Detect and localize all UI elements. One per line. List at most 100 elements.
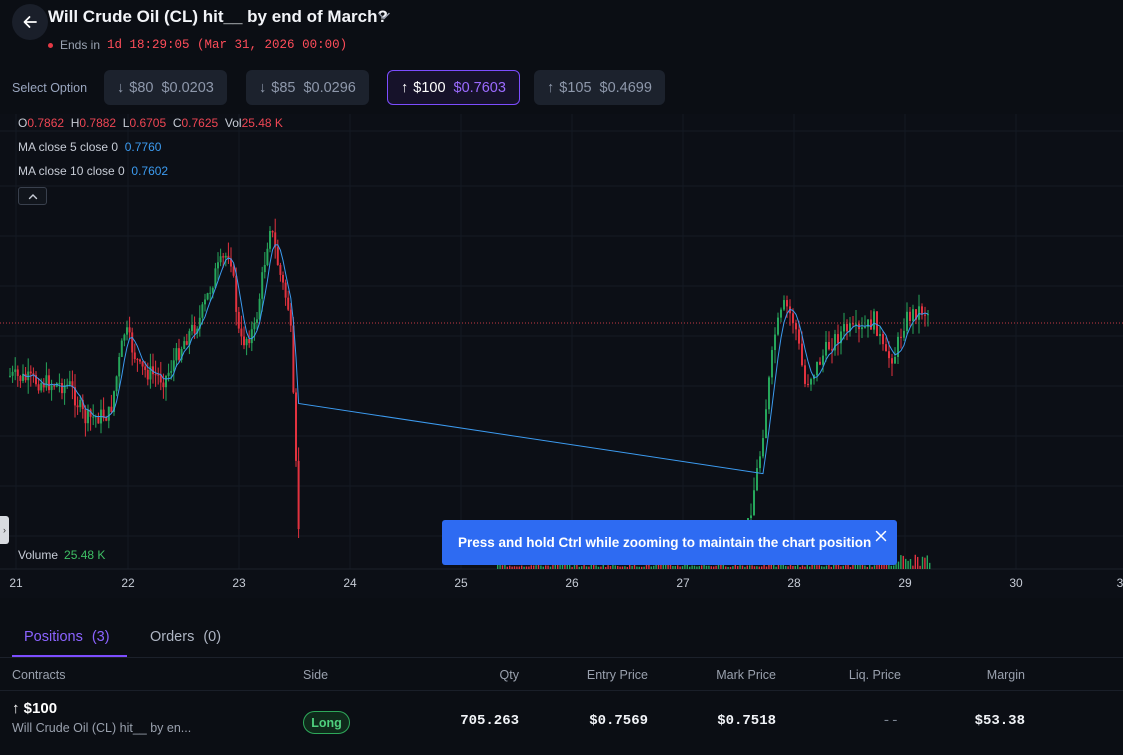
candle-body [282,274,284,283]
volume-bar [600,566,602,569]
option-85[interactable]: ↓ $85 $0.0296 [246,70,369,105]
candle-body [900,336,902,338]
candle-body [903,330,905,338]
collapse-legend-button[interactable] [18,187,47,205]
side-panel-handle[interactable]: › [0,516,9,544]
volume-bar [876,565,878,569]
contract-name: ↑ $100 [12,700,58,717]
candle-body [40,383,43,391]
candle-body [927,314,929,316]
close-icon[interactable] [875,530,887,542]
volume-bar [583,564,585,569]
candle-body [921,306,923,315]
candle-body [87,409,89,424]
side-badge: Long [303,711,350,734]
volume-bar [864,565,866,569]
option-100[interactable]: ↑ $100 $0.7603 [387,70,520,105]
volume-bar [605,566,607,569]
volume-bar [633,564,636,569]
candle-body [271,230,274,233]
volume-bar [852,564,854,569]
volume-bar [797,564,799,569]
qty-value: 705.263 [460,713,519,729]
candle-body [71,381,74,388]
arrow-down-icon: ↓ [259,79,267,96]
volume-bar [650,566,652,569]
volume-bar [912,565,914,569]
volume-bar [588,566,590,569]
tab-label: Positions [24,629,83,645]
volume-bar [924,557,926,569]
candle-body [243,336,245,346]
candle-body [152,366,154,375]
volume-bar [576,564,578,569]
ends-time: 1d 18:29:05 (Mar 31, 2026 00:00) [107,38,348,52]
candle-body [295,392,297,461]
candle-body [882,334,884,345]
x-tick: 28 [787,576,801,590]
candle-body [762,438,764,457]
candlestick-canvas[interactable] [0,114,1123,598]
volume-bar [749,565,751,569]
volume-bar [794,566,796,569]
tab-orders[interactable]: Orders (0) [150,629,221,645]
candle-body [144,366,147,370]
volume-bar [893,565,895,569]
tab-count: (0) [203,629,222,645]
candle-body [287,297,290,310]
volume-bar [612,564,614,569]
candle-body [11,371,14,376]
market-title[interactable]: Will Crude Oil (CL) hit__ by end of Marc… [48,7,388,26]
volume-bar [669,564,672,569]
volume-bar [525,566,528,569]
candle-body [274,232,277,248]
price-chart[interactable]: O0.7862 H0.7882 L0.6705 C0.7625 Vol25.48… [0,114,1123,598]
candle-body [774,334,776,351]
header-entry-price: Entry Price [586,668,648,682]
volume-bar [799,566,801,569]
candle-body [292,325,295,393]
ends-label: Ends in [60,38,101,52]
candle-body [16,369,19,376]
volume-bar [773,564,775,569]
candle-body [157,374,160,376]
volume-bar [789,564,792,569]
candle-body [235,275,238,312]
ma5-legend: MA close 5 close 0 0.7760 [18,140,161,154]
candle-body [266,248,269,265]
volume-bar [830,566,832,569]
candle-body [81,399,84,410]
tab-positions[interactable]: Positions (3) [24,629,110,645]
candle-body [771,350,773,378]
volume-bar [636,566,638,569]
option-80[interactable]: ↓ $80 $0.0203 [104,70,227,105]
candle-body [786,300,788,307]
candle-body [58,383,61,385]
candle-body [888,351,890,359]
candle-body [146,369,149,380]
candle-body [248,338,251,344]
zoom-tip-toast: Press and hold Ctrl while zooming to mai… [442,520,897,565]
header-contracts: Contracts [12,668,66,682]
volume-bar [657,564,660,569]
candle-body [870,319,872,330]
volume-bar [665,564,667,569]
candle-body [873,311,875,330]
back-button[interactable] [12,4,48,40]
candle-body [149,366,152,380]
tab-count: (3) [91,629,110,645]
option-105[interactable]: ↑ $105 $0.4699 [534,70,665,105]
chevron-down-icon[interactable] [377,10,391,22]
candle-body [141,361,144,367]
candle-body [792,313,794,324]
volume-bar [713,566,715,569]
volume-bar [722,564,724,569]
volume-bar [696,566,698,569]
volume-bar [926,555,928,569]
table-row[interactable]: ↑ $100 Will Crude Oil (CL) hit__ by en..… [0,690,1123,755]
candle-body [102,409,105,419]
volume-bar [890,565,892,569]
open-label: O [18,116,28,130]
volume-bar [888,561,890,569]
volume-bar [792,565,794,569]
